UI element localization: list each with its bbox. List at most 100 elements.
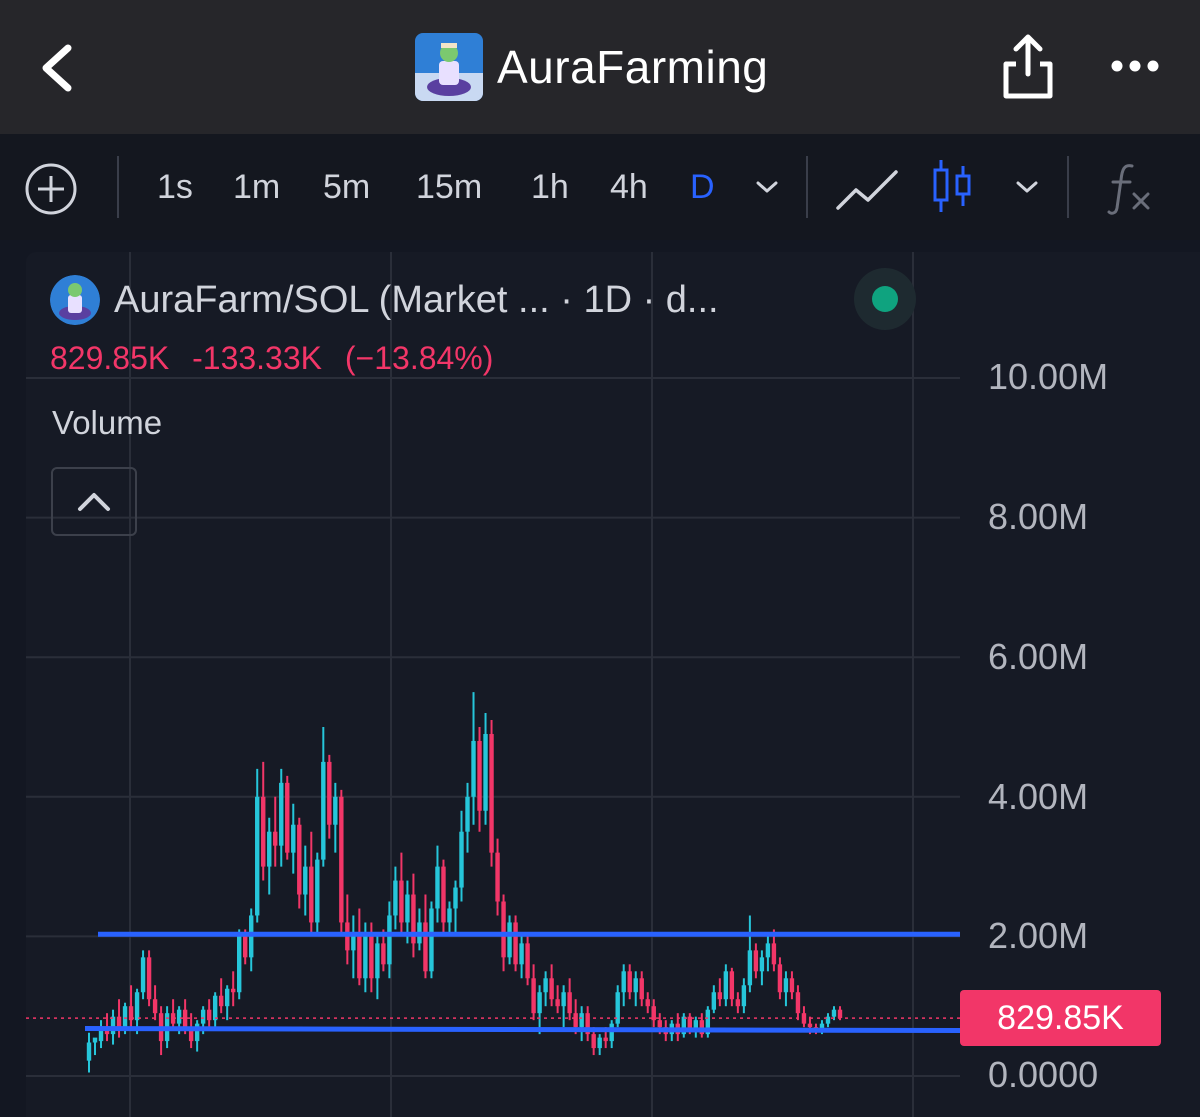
candle-body xyxy=(615,992,620,1024)
candle-body xyxy=(188,1027,194,1042)
timeframe-5m[interactable]: 5m xyxy=(323,168,371,206)
candle-body xyxy=(705,1009,711,1035)
y-axis-label: 0.0000 xyxy=(988,1054,1099,1095)
candle-body xyxy=(146,957,152,1000)
candle-body xyxy=(543,978,548,993)
candle-body xyxy=(777,964,783,993)
candle-body xyxy=(567,992,572,1014)
candle-body xyxy=(507,922,512,958)
candle-body xyxy=(513,922,518,965)
candle-body xyxy=(321,761,326,860)
add-symbol-button[interactable] xyxy=(24,162,78,221)
candle-body xyxy=(273,831,278,846)
candle-body xyxy=(224,988,230,1007)
toolbar-divider xyxy=(1067,156,1069,218)
candle-body xyxy=(230,988,236,993)
chart-type-dropdown[interactable] xyxy=(1012,174,1042,205)
candle-body xyxy=(765,943,771,958)
timeframe-d[interactable]: D xyxy=(690,168,715,206)
candle-body xyxy=(579,1013,584,1028)
candle-body xyxy=(441,866,446,923)
indicators-button[interactable] xyxy=(1106,160,1156,221)
last-price: 829.85K xyxy=(50,340,170,376)
chart-panel[interactable] xyxy=(26,252,1200,1117)
timeframe-1h[interactable]: 1h xyxy=(531,168,569,206)
candle-body xyxy=(555,999,560,1007)
share-button[interactable] xyxy=(998,32,1058,102)
more-icon xyxy=(1111,60,1159,72)
timeframe-1m[interactable]: 1m xyxy=(233,168,281,206)
candle-body xyxy=(603,1037,608,1042)
candle-body xyxy=(627,971,632,993)
candle-body xyxy=(591,1034,596,1049)
candle-body xyxy=(279,782,284,846)
candle-body xyxy=(531,978,536,1014)
candle-body xyxy=(795,992,801,1014)
top-bar: AuraFarming xyxy=(0,0,1200,134)
candle-body xyxy=(657,1020,662,1028)
candle-body xyxy=(495,852,500,902)
candle-body xyxy=(687,1016,692,1031)
candle-body xyxy=(128,1006,134,1021)
y-axis-label: 6.00M xyxy=(988,636,1089,677)
candle-body xyxy=(267,831,272,867)
candle-body xyxy=(261,796,266,867)
price-change-percent: (−13.84%) xyxy=(344,340,494,376)
candle-body xyxy=(645,999,650,1007)
candle-body xyxy=(483,733,488,811)
candle-body xyxy=(411,894,416,944)
volume-indicator-label[interactable]: Volume xyxy=(52,404,163,441)
y-axis-label: 2.00M xyxy=(988,915,1089,956)
candle-body xyxy=(759,957,765,972)
candle-body xyxy=(633,978,638,993)
candle-body xyxy=(218,995,224,1007)
candle-body xyxy=(807,1023,813,1028)
candle-body xyxy=(152,999,158,1014)
candle-body xyxy=(357,936,362,979)
collapse-legend-button[interactable] xyxy=(51,467,137,536)
price-change-row: 829.85K -133.33K (−13.84%) xyxy=(50,340,507,377)
candle-body xyxy=(819,1023,825,1031)
candlestick-icon xyxy=(933,160,971,212)
candle-body xyxy=(405,894,410,923)
chart-toolbar: 1s 1m 5m 15m 1h 4h D xyxy=(0,134,1200,240)
candle-body xyxy=(639,978,644,1000)
candle-body xyxy=(363,936,368,979)
candle-body xyxy=(285,782,290,853)
candle-body xyxy=(423,922,428,972)
line-chart-button[interactable] xyxy=(834,162,900,221)
back-button[interactable] xyxy=(32,38,92,98)
candle-body xyxy=(327,761,332,825)
more-button[interactable] xyxy=(1108,44,1162,88)
candle-body xyxy=(375,943,380,979)
chevron-up-icon xyxy=(78,493,110,511)
symbol-logo-icon xyxy=(50,275,100,325)
candle-body xyxy=(399,880,404,923)
candle-body xyxy=(837,1009,843,1019)
timeframe-15m[interactable]: 15m xyxy=(416,168,483,206)
candle-body xyxy=(333,796,338,825)
candlestick-button[interactable] xyxy=(930,156,974,221)
candle-body xyxy=(711,992,717,1010)
candle-body xyxy=(501,901,506,958)
candle-body xyxy=(477,740,482,811)
candle-body xyxy=(315,859,320,923)
candle-body xyxy=(717,992,723,1000)
support-line xyxy=(84,1026,961,1034)
candle-body xyxy=(140,957,146,993)
candle-body xyxy=(92,1037,98,1043)
symbol-title: AuraFarm/SOL (Market ... · 1D · d... xyxy=(114,278,719,321)
timeframe-4h[interactable]: 4h xyxy=(610,168,648,206)
candle-body xyxy=(753,950,759,972)
candle-body xyxy=(369,936,374,979)
candle-body xyxy=(237,936,242,993)
market-status-indicator[interactable] xyxy=(854,268,916,330)
symbol-legend[interactable]: AuraFarm/SOL (Market ... · 1D · d... xyxy=(50,272,719,328)
candle-body xyxy=(194,1023,200,1042)
candle-body xyxy=(825,1016,831,1024)
timeframe-1s[interactable]: 1s xyxy=(157,168,193,206)
timeframe-dropdown[interactable] xyxy=(752,174,782,205)
chevron-down-icon xyxy=(1016,181,1038,193)
candle-body xyxy=(459,831,464,888)
